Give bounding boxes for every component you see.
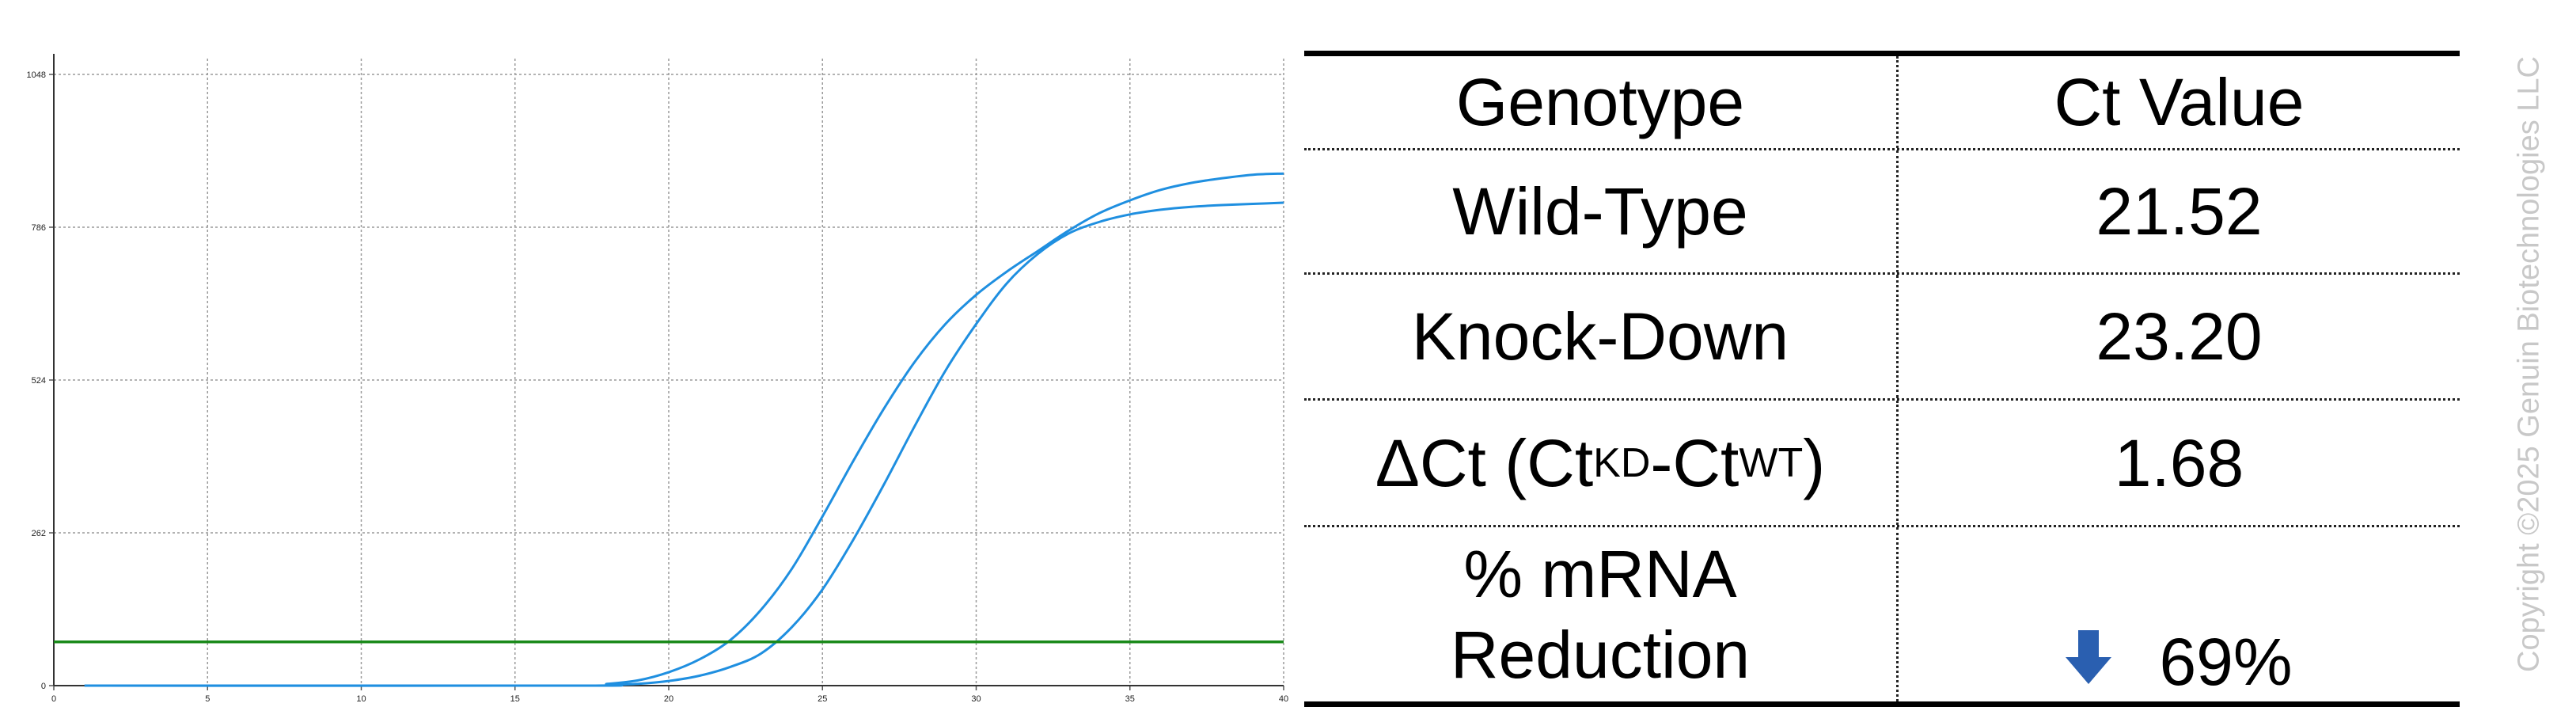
table-bottom-rule: [1304, 701, 2460, 707]
x-tick-labels: 0 5 10 15 20 25 30 35 40: [51, 694, 1288, 704]
x-tick-label: 15: [510, 694, 520, 704]
table-header-row: Genotype Ct Value: [1304, 56, 2460, 150]
header-ct-value: Ct Value: [2054, 65, 2305, 139]
delta-ct-label: ΔCt (Ct KD -Ct WT): [1304, 401, 1899, 525]
reduction-value: 69%: [2159, 625, 2293, 699]
delta-suffix: ): [1803, 425, 1826, 500]
amplification-curves: [84, 172, 1284, 687]
row-value: 1.68: [2114, 425, 2244, 500]
table-top-rule: [1304, 51, 2460, 56]
x-tick-label: 30: [971, 694, 981, 704]
y-tick-label: 262: [32, 529, 46, 538]
amplification-curve-2: [84, 201, 1284, 687]
x-tick-label: 35: [1125, 694, 1135, 704]
copyright-watermark: Copyright ©2025 Genuin Biotechnologies L…: [2512, 56, 2546, 672]
amplification-chart: 0 5 10 15 20 25 30 35 40 0 262 524 786 1048: [27, 54, 1288, 704]
x-tick-label: 25: [818, 694, 827, 704]
row-value: 23.20: [2096, 299, 2263, 374]
x-tick-label: 10: [356, 694, 366, 704]
reduction-label: % mRNA Reduction: [1304, 527, 1899, 701]
x-tick-label: 20: [664, 694, 673, 704]
x-tick-label: 0: [51, 694, 56, 704]
y-tick-label: 786: [32, 223, 46, 233]
table-row-knock-down: Knock-Down 23.20: [1304, 275, 2460, 401]
reduction-label-line2: Reduction: [1450, 618, 1751, 692]
chart-grid: [54, 59, 1284, 686]
row-label: Knock-Down: [1304, 275, 1899, 398]
delta-prefix: ΔCt (Ct: [1375, 425, 1594, 500]
x-tick-label: 5: [205, 694, 210, 704]
y-tick-label: 524: [32, 376, 46, 386]
delta-mid: -Ct: [1650, 425, 1739, 500]
header-genotype: Genotype: [1304, 56, 1899, 148]
y-tick-label: 1048: [27, 70, 46, 80]
row-label: Wild-Type: [1304, 150, 1899, 272]
table-row-delta-ct: ΔCt (Ct KD -Ct WT) 1.68: [1304, 401, 2460, 527]
x-tick-label: 40: [1279, 694, 1288, 704]
y-tick-labels: 0 262 524 786 1048: [27, 70, 46, 691]
amplification-curve-1: [84, 172, 1284, 687]
reduction-label-line1: % mRNA: [1463, 537, 1737, 611]
down-arrow-icon: [2066, 630, 2112, 684]
chart-axes: [49, 54, 1284, 690]
table-row-mrna-reduction: % mRNA Reduction 69%: [1304, 527, 2460, 701]
row-value: 21.52: [2096, 174, 2263, 249]
y-tick-label: 0: [41, 682, 46, 691]
table-row-wild-type: Wild-Type 21.52: [1304, 150, 2460, 275]
ct-value-table: Genotype Ct Value Wild-Type 21.52 Knock-…: [1304, 51, 2460, 707]
reduction-value-cell: 69%: [1899, 527, 2460, 701]
